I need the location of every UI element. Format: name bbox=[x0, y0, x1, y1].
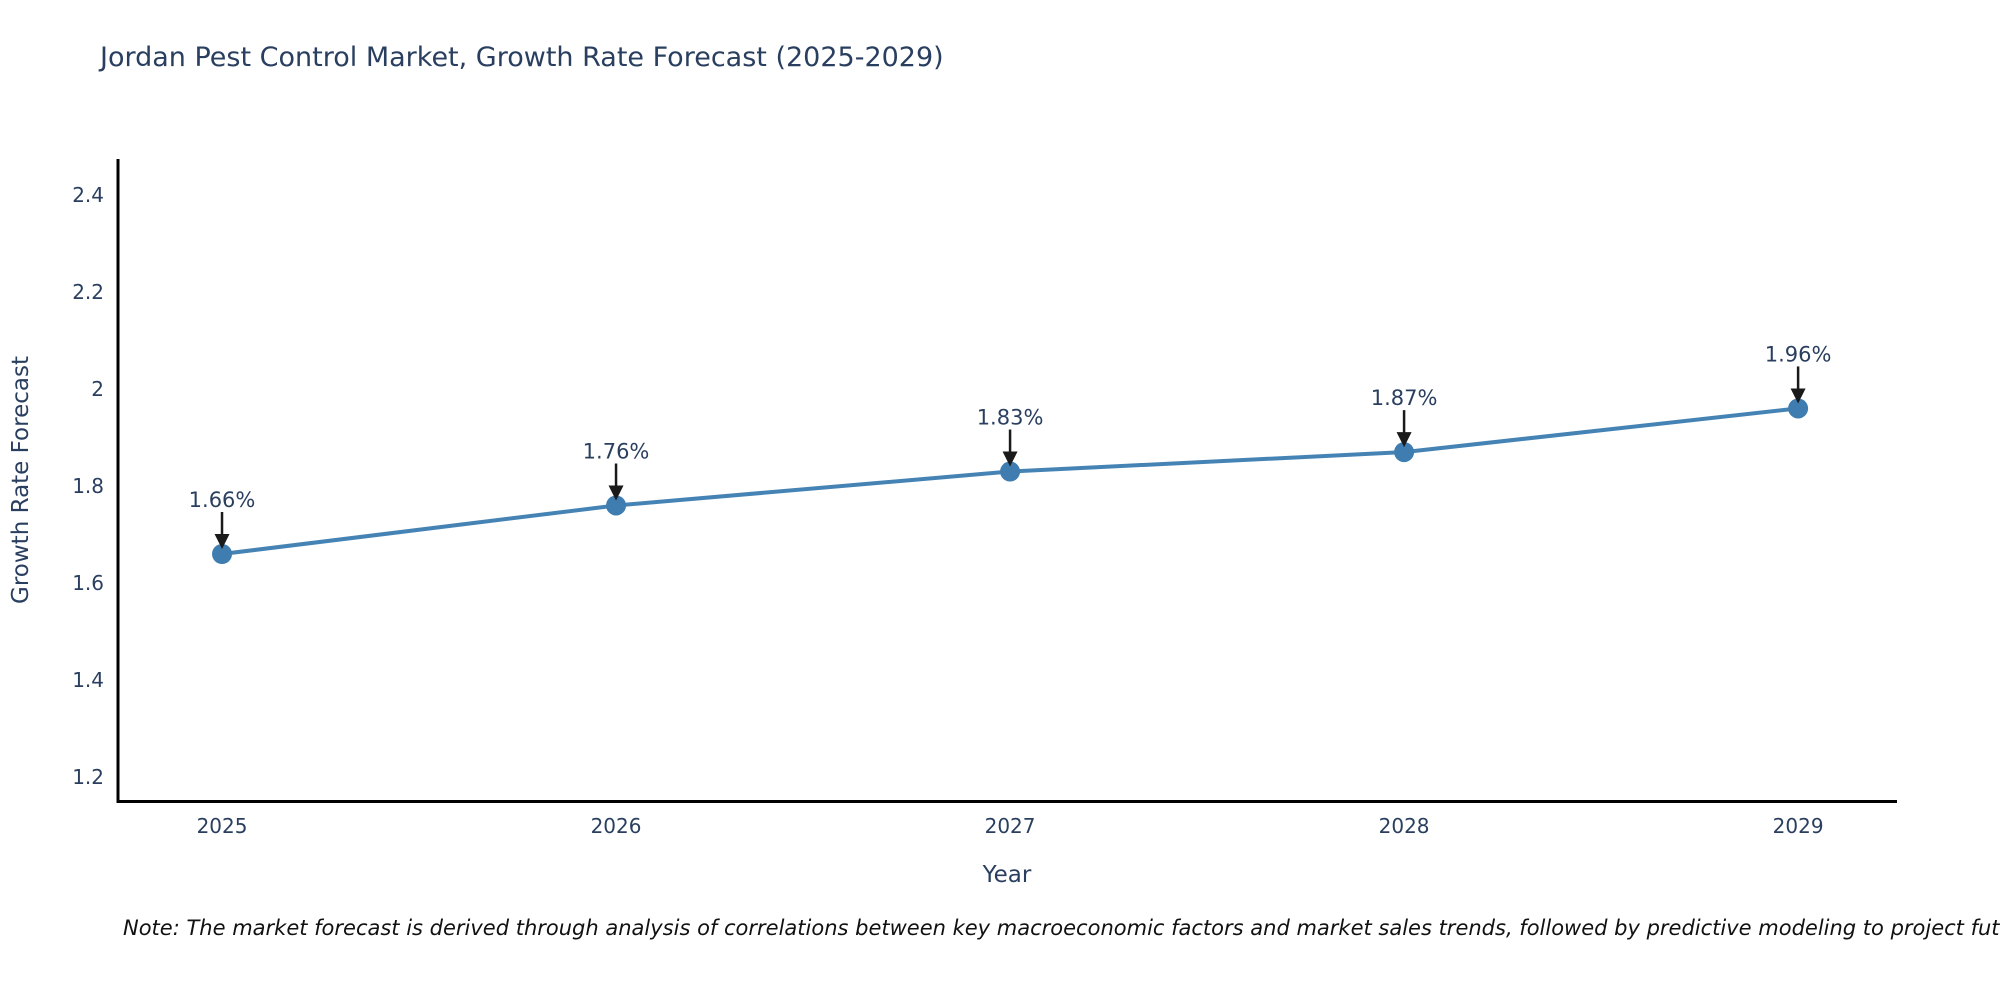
annotation-arrow-head-icon bbox=[1002, 451, 1018, 467]
x-tick-label: 2026 bbox=[591, 814, 642, 838]
line-series bbox=[212, 398, 1809, 565]
x-tick-labels: 2025 2026 2027 2028 2029 bbox=[197, 814, 1824, 838]
x-tick-label: 2029 bbox=[1773, 814, 1824, 838]
y-tick-label: 2 bbox=[91, 377, 104, 401]
x-tick-label: 2027 bbox=[985, 814, 1036, 838]
y-tick-label: 2.2 bbox=[72, 280, 104, 304]
annotation-arrow-head-icon bbox=[1396, 432, 1412, 448]
y-tick-label: 2.4 bbox=[72, 183, 104, 207]
data-point-marker bbox=[1788, 398, 1809, 419]
y-tick-labels: 1.2 1.4 1.6 1.8 2 2.2 2.4 bbox=[72, 183, 104, 789]
point-annotations: 1.66% 1.76% 1.83% 1.87% 1.96% bbox=[189, 342, 1832, 550]
y-axis-title: Growth Rate Forecast bbox=[8, 356, 34, 604]
x-tick-label: 2028 bbox=[1379, 814, 1430, 838]
annotation-arrow-head-icon bbox=[1790, 388, 1806, 404]
point-annotation-label: 1.96% bbox=[1765, 342, 1832, 366]
point-annotation-label: 1.66% bbox=[189, 488, 256, 512]
point-annotation-label: 1.76% bbox=[583, 439, 650, 463]
data-point-marker bbox=[1000, 461, 1021, 482]
data-point-marker bbox=[1394, 442, 1415, 463]
data-point-marker bbox=[606, 495, 627, 516]
chart-title: Jordan Pest Control Market, Growth Rate … bbox=[100, 42, 944, 73]
y-tick-label: 1.6 bbox=[72, 571, 104, 595]
y-tick-label: 1.2 bbox=[72, 765, 104, 789]
y-tick-label: 1.8 bbox=[72, 474, 104, 498]
y-tick-label: 1.4 bbox=[72, 668, 104, 692]
annotation-arrow-head-icon bbox=[608, 485, 624, 501]
point-annotation-label: 1.87% bbox=[1371, 386, 1438, 410]
footnote: Note: The market forecast is derived thr… bbox=[123, 916, 2000, 940]
x-axis-title: Year bbox=[982, 862, 1032, 888]
annotation-arrow-head-icon bbox=[214, 534, 230, 550]
point-annotation-label: 1.83% bbox=[977, 406, 1044, 430]
x-tick-label: 2025 bbox=[197, 814, 248, 838]
data-point-marker bbox=[212, 544, 233, 565]
